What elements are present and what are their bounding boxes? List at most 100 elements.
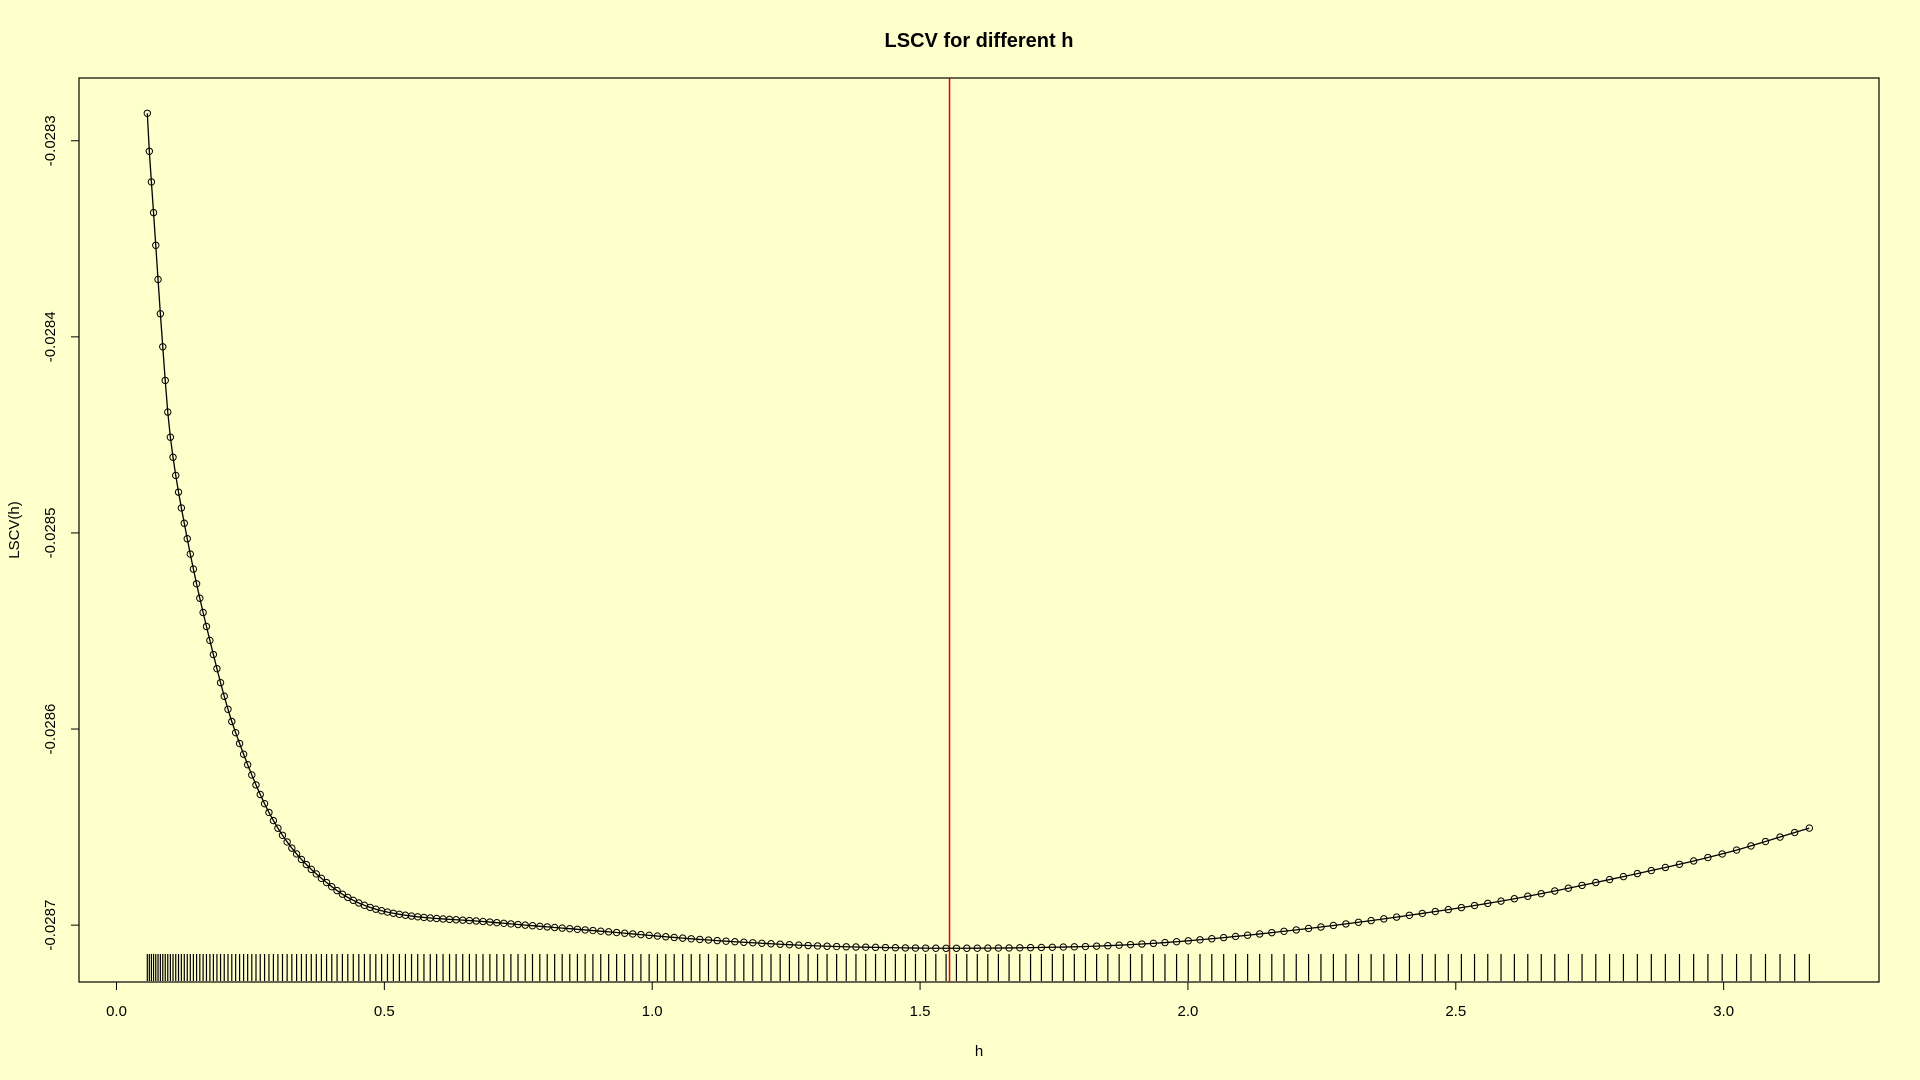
data-point xyxy=(216,678,225,687)
data-point xyxy=(984,944,992,952)
data-point xyxy=(209,650,218,659)
data-point xyxy=(283,838,291,846)
data-point xyxy=(1564,884,1573,892)
data-point xyxy=(1747,842,1755,850)
data-point xyxy=(172,471,180,480)
data-point xyxy=(963,944,971,952)
data-point xyxy=(1149,939,1158,948)
data-point xyxy=(344,893,352,902)
data-point xyxy=(479,917,487,926)
data-point xyxy=(252,781,260,789)
data-point xyxy=(1592,878,1600,887)
y-tick-label: -0.0285 xyxy=(42,508,59,559)
data-point xyxy=(260,799,269,808)
x-axis-label: h xyxy=(975,1043,983,1060)
data-point xyxy=(164,408,172,416)
data-point xyxy=(231,728,240,737)
chart-title: LSCV for different h xyxy=(885,30,1074,52)
data-point xyxy=(333,886,341,895)
data-point xyxy=(842,943,850,951)
data-point xyxy=(248,771,256,779)
data-point xyxy=(911,944,920,952)
data-point xyxy=(149,208,158,217)
data-point xyxy=(536,922,544,931)
data-point xyxy=(180,519,188,527)
data-point xyxy=(901,944,910,952)
data-point xyxy=(154,275,162,284)
data-point xyxy=(942,944,950,952)
data-point xyxy=(678,934,687,942)
data-point xyxy=(713,936,721,945)
data-point xyxy=(629,930,637,938)
data-point xyxy=(1280,927,1288,935)
data-point xyxy=(521,921,529,929)
data-point xyxy=(620,929,629,937)
data-point xyxy=(228,717,236,726)
data-point xyxy=(1184,937,1192,945)
data-point xyxy=(269,816,278,825)
data-point xyxy=(1342,920,1350,928)
data-point xyxy=(973,944,981,952)
data-point xyxy=(832,942,841,951)
data-point xyxy=(265,808,273,817)
data-point xyxy=(278,831,287,839)
data-point xyxy=(1115,941,1123,949)
data-point xyxy=(328,882,336,891)
data-point xyxy=(1304,924,1313,933)
data-point xyxy=(871,943,880,952)
x-tick-label: 3.0 xyxy=(1713,1003,1734,1020)
data-point xyxy=(152,241,160,249)
y-tick-label: -0.0287 xyxy=(42,900,59,951)
data-point xyxy=(1005,944,1013,952)
data-point xyxy=(785,940,794,949)
data-point xyxy=(776,940,784,948)
data-point xyxy=(317,874,326,883)
data-point xyxy=(558,924,566,932)
data-point xyxy=(1196,936,1204,944)
data-point xyxy=(1243,931,1252,939)
data-point xyxy=(862,943,870,951)
data-point xyxy=(749,939,757,947)
data-point xyxy=(1354,918,1363,926)
data-point xyxy=(1329,921,1338,930)
data-point xyxy=(206,636,214,645)
data-point xyxy=(239,750,248,758)
data-point xyxy=(147,178,156,186)
data-point xyxy=(288,844,296,852)
data-point xyxy=(338,890,347,898)
data-point xyxy=(722,937,730,945)
data-point xyxy=(740,938,748,946)
data-point xyxy=(292,850,301,858)
data-point xyxy=(1255,930,1264,938)
data-point xyxy=(1497,897,1505,905)
data-point xyxy=(1689,857,1698,865)
data-point xyxy=(302,860,311,869)
data-point xyxy=(1457,903,1466,912)
x-tick-label: 1.5 xyxy=(910,1003,931,1020)
data-point xyxy=(1578,881,1586,890)
data-point xyxy=(1292,926,1300,934)
data-point xyxy=(1761,837,1770,846)
data-point xyxy=(852,943,860,951)
data-point xyxy=(589,926,597,935)
data-point xyxy=(243,761,252,769)
data-point xyxy=(1524,892,1532,900)
data-point xyxy=(767,940,775,948)
data-point xyxy=(297,855,306,864)
data-point xyxy=(932,944,940,952)
data-point xyxy=(823,942,831,950)
data-point xyxy=(731,938,739,946)
plot-frame xyxy=(78,77,1880,983)
data-point xyxy=(921,944,930,952)
data-point xyxy=(662,933,670,941)
lscv-series-markers xyxy=(143,109,1814,952)
data-point xyxy=(156,310,165,318)
x-tick-label: 0.0 xyxy=(106,1003,127,1020)
data-point xyxy=(174,488,183,496)
data-point xyxy=(159,343,167,351)
data-point xyxy=(1675,860,1684,868)
data-point xyxy=(566,924,574,933)
data-point xyxy=(550,923,559,932)
data-point xyxy=(645,931,653,940)
